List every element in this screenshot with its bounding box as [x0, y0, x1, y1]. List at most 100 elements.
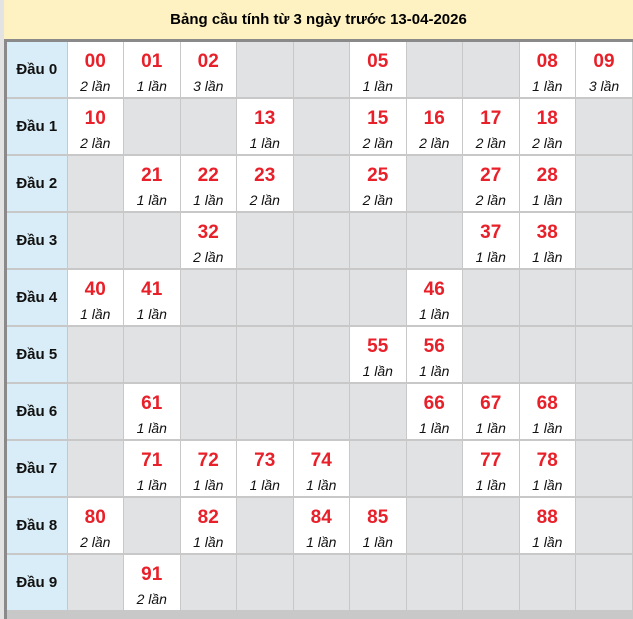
- number-cell: 15 2 lần: [350, 99, 407, 155]
- number-cell: 80 2 lần: [67, 498, 124, 554]
- number-value: 67: [480, 393, 502, 414]
- empty-cell: [576, 213, 633, 269]
- empty-cell: [67, 213, 124, 269]
- number-cell: 17 2 lần: [463, 99, 520, 155]
- number-value: 56: [423, 336, 445, 357]
- occurrence-count: 2 lần: [475, 192, 506, 208]
- empty-cell: [463, 498, 520, 554]
- empty-cell: [237, 213, 294, 269]
- number-cell: 71 1 lần: [124, 441, 181, 497]
- empty-cell: [406, 498, 463, 554]
- empty-cell: [124, 213, 181, 269]
- number-value: 37: [480, 222, 502, 243]
- occurrence-count: 1 lần: [362, 78, 393, 94]
- occurrence-count: 1 lần: [532, 192, 563, 208]
- empty-cell: [124, 99, 181, 155]
- empty-cell: [406, 42, 463, 98]
- table-row: Đầu 3 32 2 lần 37 1 lần 38 1 lần: [7, 213, 633, 270]
- empty-cell: [67, 441, 124, 497]
- number-value: 22: [197, 165, 219, 186]
- occurrence-count: 2 lần: [249, 192, 280, 208]
- occurrence-count: 2 lần: [80, 534, 111, 550]
- number-cell: 88 1 lần: [519, 498, 576, 554]
- number-value: 61: [141, 393, 163, 414]
- row-label: Đầu 2: [7, 156, 68, 212]
- occurrence-count: 2 lần: [419, 135, 450, 151]
- empty-cell: [519, 327, 576, 383]
- number-value: 78: [536, 450, 558, 471]
- number-value: 16: [423, 108, 445, 129]
- empty-cell: [124, 498, 181, 554]
- number-value: 09: [593, 51, 615, 72]
- empty-cell: [293, 327, 350, 383]
- number-cell: 08 1 lần: [519, 42, 576, 98]
- number-value: 00: [84, 51, 106, 72]
- occurrence-count: 1 lần: [362, 534, 393, 550]
- number-cell: 84 1 lần: [293, 498, 350, 554]
- empty-cell: [67, 327, 124, 383]
- number-cell: 91 2 lần: [124, 555, 181, 611]
- empty-cell: [576, 327, 633, 383]
- number-cell: 56 1 lần: [406, 327, 463, 383]
- table-row: Đầu 0 00 2 lần 01 1 lần 02 3 lần 05 1 lần 08 1 lần…: [7, 42, 633, 99]
- number-value: 23: [254, 165, 276, 186]
- occurrence-count: 2 lần: [80, 78, 111, 94]
- empty-cell: [293, 384, 350, 440]
- number-cell: 25 2 lần: [350, 156, 407, 212]
- number-cell: 68 1 lần: [519, 384, 576, 440]
- number-cell: 21 1 lần: [124, 156, 181, 212]
- number-value: 74: [310, 450, 332, 471]
- empty-cell: [237, 327, 294, 383]
- occurrence-count: 1 lần: [419, 306, 450, 322]
- number-cell: 72 1 lần: [180, 441, 237, 497]
- number-cell: 78 1 lần: [519, 441, 576, 497]
- number-cell: 85 1 lần: [350, 498, 407, 554]
- number-value: 84: [310, 507, 332, 528]
- empty-cell: [350, 270, 407, 326]
- empty-cell: [576, 555, 633, 611]
- number-cell: 41 1 lần: [124, 270, 181, 326]
- empty-cell: [180, 270, 237, 326]
- occurrence-count: 3 lần: [588, 78, 620, 94]
- number-value: 10: [84, 108, 106, 129]
- number-cell: 74 1 lần: [293, 441, 350, 497]
- empty-cell: [180, 99, 237, 155]
- number-cell: 09 3 lần: [576, 42, 633, 98]
- empty-cell: [350, 384, 407, 440]
- number-value: 15: [367, 108, 389, 129]
- number-value: 38: [536, 222, 558, 243]
- number-cell: 13 1 lần: [237, 99, 294, 155]
- empty-cell: [293, 213, 350, 269]
- row-label: Đầu 8: [7, 498, 68, 554]
- number-cell: 00 2 lần: [67, 42, 124, 98]
- number-cell: 05 1 lần: [350, 42, 407, 98]
- empty-cell: [519, 270, 576, 326]
- empty-cell: [576, 441, 633, 497]
- empty-cell: [237, 384, 294, 440]
- occurrence-count: 1 lần: [193, 534, 224, 550]
- occurrence-count: 1 lần: [136, 192, 167, 208]
- occurrence-count: 2 lần: [193, 249, 224, 265]
- empty-cell: [237, 270, 294, 326]
- empty-cell: [350, 555, 407, 611]
- number-value: 46: [423, 279, 445, 300]
- number-value: 91: [141, 564, 163, 585]
- empty-cell: [463, 270, 520, 326]
- occurrence-count: 1 lần: [306, 477, 337, 493]
- number-cell: 66 1 lần: [406, 384, 463, 440]
- empty-cell: [237, 498, 294, 554]
- empty-cell: [519, 555, 576, 611]
- row-label: Đầu 3: [7, 213, 68, 269]
- occurrence-count: 1 lần: [249, 477, 280, 493]
- occurrence-count: 2 lần: [362, 135, 393, 151]
- occurrence-count: 2 lần: [80, 135, 111, 151]
- empty-cell: [293, 270, 350, 326]
- empty-cell: [350, 441, 407, 497]
- table-row: Đầu 4 40 1 lần 41 1 lần 46 1 lần: [7, 270, 633, 327]
- empty-cell: [406, 441, 463, 497]
- empty-cell: [576, 384, 633, 440]
- number-cell: 38 1 lần: [519, 213, 576, 269]
- occurrence-count: 1 lần: [249, 135, 280, 151]
- empty-cell: [180, 384, 237, 440]
- number-value: 32: [197, 222, 219, 243]
